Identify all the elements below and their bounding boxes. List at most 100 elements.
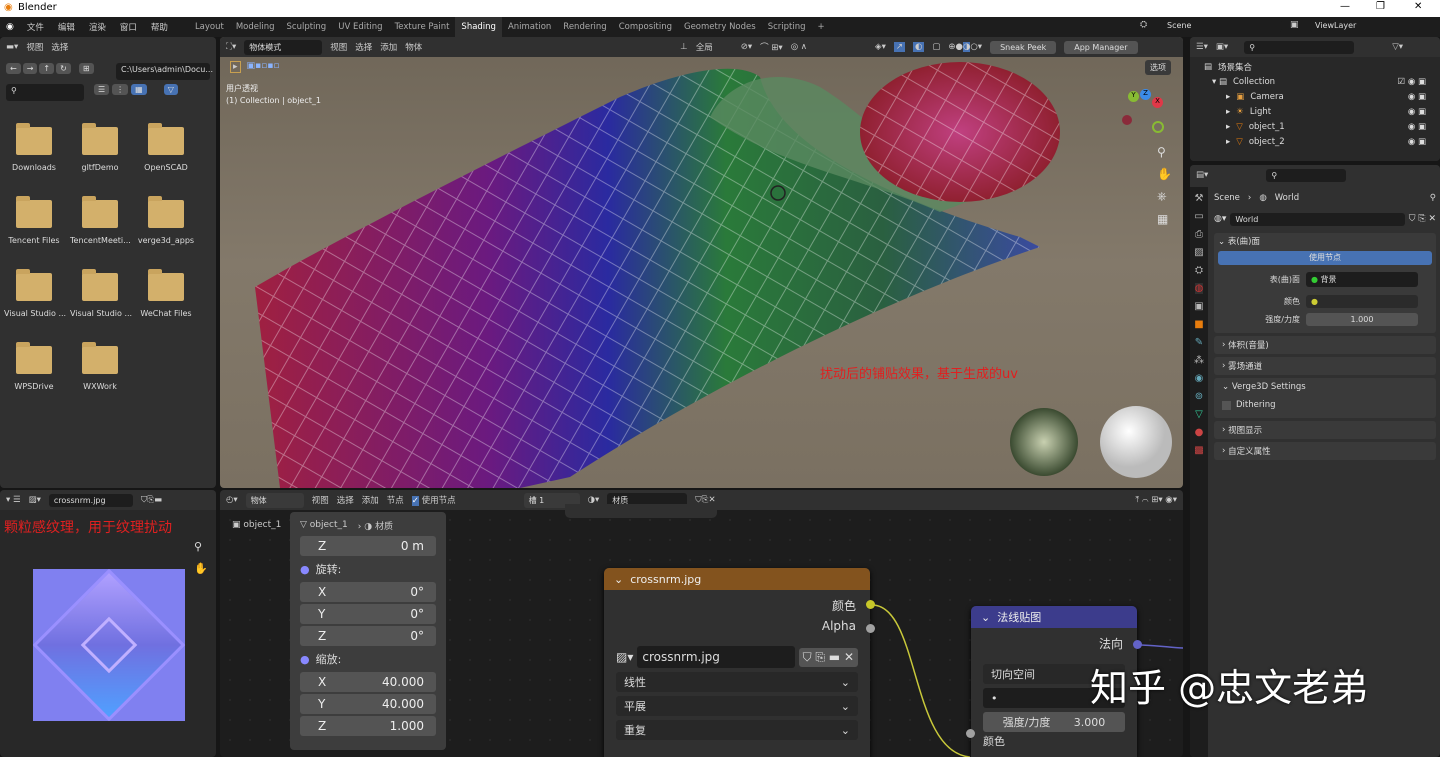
options-dropdown[interactable]: 选项 [1145,60,1171,75]
material-icon[interactable]: ◑▾ [587,495,600,505]
menu-render[interactable]: 渲染 [88,23,106,33]
surface-shader-field[interactable]: ● 背景 [1306,271,1418,287]
uvmap-field[interactable]: • [983,688,1125,708]
minimize-button[interactable]: — [1340,1,1350,12]
normal-map-node[interactable]: ⌄ 法线贴图 法向 切向空间 • 强度/力度 3.000 颜色 [966,606,1142,757]
folder-item[interactable]: Visual Studio ... [70,269,132,318]
color-field[interactable]: ● [1306,294,1418,308]
space-dropdown[interactable]: 切向空间 [983,664,1125,684]
data-tab-icon[interactable]: ▽ [1195,409,1203,420]
material-actions-icon[interactable]: ⛉⎘✕ [695,495,716,505]
pivot-icon[interactable]: ⊘▾ [740,42,753,52]
image-actions-icon[interactable]: ⛉ ⎘ ▬ ✕ [798,647,858,667]
view-layer-tab-icon[interactable]: ▨ [1194,247,1204,258]
outliner-item[interactable]: ▸ ▣ Camera ◉ ▣ [1226,91,1426,102]
zoom-icon[interactable]: ⚲ [194,540,203,553]
mode-selector[interactable]: 物体模式 [244,39,323,55]
tab-compositing[interactable]: Compositing [618,22,672,32]
folder-item[interactable]: OpenSCAD [136,123,196,172]
3d-viewport[interactable]: ⛶▾ 物体模式 视图 选择 添加 物体 ⊥ 全局 ⊘▾ ⌒ ⊞▾ ◎ ∧ ◈▾ … [220,37,1183,488]
menu-select[interactable]: 选择 [51,43,69,53]
fake-user-icon[interactable]: ⛉ ⎘ ✕ [1408,214,1436,224]
scene-selector[interactable]: Scene [1162,19,1282,32]
viewport-display-panel[interactable]: › 视图显示 [1214,421,1436,439]
folder-item[interactable]: Visual Studio ... [4,269,66,318]
menu-edit[interactable]: 编辑 [57,23,75,33]
view-layer-selector[interactable]: ViewLayer [1310,19,1420,32]
gizmo-icon[interactable]: ↗ [893,42,905,52]
object-tab-icon[interactable]: ■ [1194,319,1204,330]
world-tab-icon[interactable]: ◍ [1194,283,1204,294]
world-selector-icon[interactable]: ◍▾ [1214,214,1227,224]
back-icon[interactable]: ← [6,63,21,74]
particles-tab-icon[interactable]: ⁂ [1194,355,1204,366]
select-tool-icon[interactable]: ▸ [230,61,241,73]
visibility-icon[interactable]: ◈▾ [875,42,886,52]
menu-add[interactable]: 添加 [361,496,379,506]
refresh-icon[interactable]: ↻ [56,63,71,74]
menu-view[interactable]: 视图 [330,43,348,53]
menu-add[interactable]: 添加 [380,43,398,53]
world-name-field[interactable]: World [1230,212,1405,226]
tab-rendering[interactable]: Rendering [563,22,607,32]
constraints-tab-icon[interactable]: ⊚ [1194,391,1204,402]
folder-item[interactable]: WPSDrive [4,342,64,391]
camera-view-icon[interactable]: ⎈ [1157,189,1167,203]
image-icon[interactable]: ▨▾ [28,495,41,505]
projection-dropdown[interactable]: 平展 ⌄ [616,696,858,716]
tab-uv-editing[interactable]: UV Editing [338,22,383,32]
menu-view[interactable]: 视图 [26,43,44,53]
proportional-edit-icon[interactable]: ◎ ∧ [790,42,808,52]
folder-item[interactable]: Downloads [4,123,64,172]
thumbnail-view-icon[interactable]: ▦ [131,84,147,95]
add-workspace-button[interactable]: + [817,22,825,32]
rotation-y-field[interactable]: Y 0° [300,604,436,624]
overlay-icon[interactable]: ◐ [912,42,925,52]
shader-type-selector[interactable]: 物体 [245,492,304,508]
menu-select[interactable]: 选择 [355,43,373,53]
physics-tab-icon[interactable]: ◉ [1194,373,1204,384]
menu-select[interactable]: 选择 [336,496,354,506]
pin-icon[interactable]: ⚲ [1429,193,1436,203]
menu-view[interactable]: 视图 [311,496,329,506]
folder-item[interactable]: WXWork [70,342,130,391]
image-node-header[interactable]: ⌄ crossnrm.jpg [604,568,870,590]
normal-node-header[interactable]: ⌄ 法线贴图 [971,606,1137,628]
use-nodes-checkbox[interactable]: ✓ 使用节点 [411,496,456,506]
visibility-icons[interactable]: ☑ ◉ ▣ [1397,76,1426,87]
outliner-search-input[interactable]: ⚲ [1244,40,1355,54]
tab-shading[interactable]: Shading [455,17,502,37]
collection-tab-icon[interactable]: ▣ [1194,301,1204,312]
folder-item[interactable]: TencentMeeti... [70,196,131,245]
sneak-peek-button[interactable]: Sneak Peek [990,40,1057,54]
properties-search-input[interactable]: ⚲ [1266,168,1347,182]
image-actions-icon[interactable]: ⛉⎘▬ [140,495,163,505]
close-button[interactable]: ✕ [1414,1,1423,12]
visibility-icons[interactable]: ◉ ▣ [1407,136,1426,147]
blender-menu-icon[interactable]: ◉ [6,22,14,32]
alpha-socket[interactable] [866,624,875,633]
forward-icon[interactable]: → [22,63,38,74]
menu-object[interactable]: 物体 [405,43,423,53]
scene-tab-icon[interactable]: ⛭ [1195,265,1203,276]
transform-orientation-selector[interactable]: 全局 [695,43,713,53]
node-image-field[interactable]: crossnrm.jpg [637,646,795,668]
rotation-z-field[interactable]: Z 0° [300,626,436,646]
filter-icon[interactable]: ▽ [163,84,178,95]
custom-props-panel[interactable]: › 自定义属性 [1214,442,1436,460]
normal-socket[interactable] [1133,640,1142,649]
navigation-gizmo[interactable]: Y Z X [1120,89,1170,139]
zoom-icon[interactable]: ⚲ [1157,145,1166,159]
tab-texture-paint[interactable]: Texture Paint [394,22,450,32]
filter-icon[interactable]: ▽▾ [1392,42,1404,52]
dithering-checkbox[interactable]: Dithering [1222,400,1428,410]
parent-dir-icon[interactable]: ↑ [39,63,55,74]
snapping-icons[interactable]: ⤒ ⌒ ⊞▾ ◉▾ [1135,495,1177,505]
visibility-icons[interactable]: ◉ ▣ [1407,91,1426,102]
menu-window[interactable]: 窗口 [119,23,137,33]
xray-icon[interactable]: ▢ [932,42,941,52]
output-tab-icon[interactable]: ⎙ [1195,229,1203,240]
extension-dropdown[interactable]: 重复 ⌄ [616,720,858,740]
use-nodes-button[interactable]: 使用节点 [1218,251,1432,265]
